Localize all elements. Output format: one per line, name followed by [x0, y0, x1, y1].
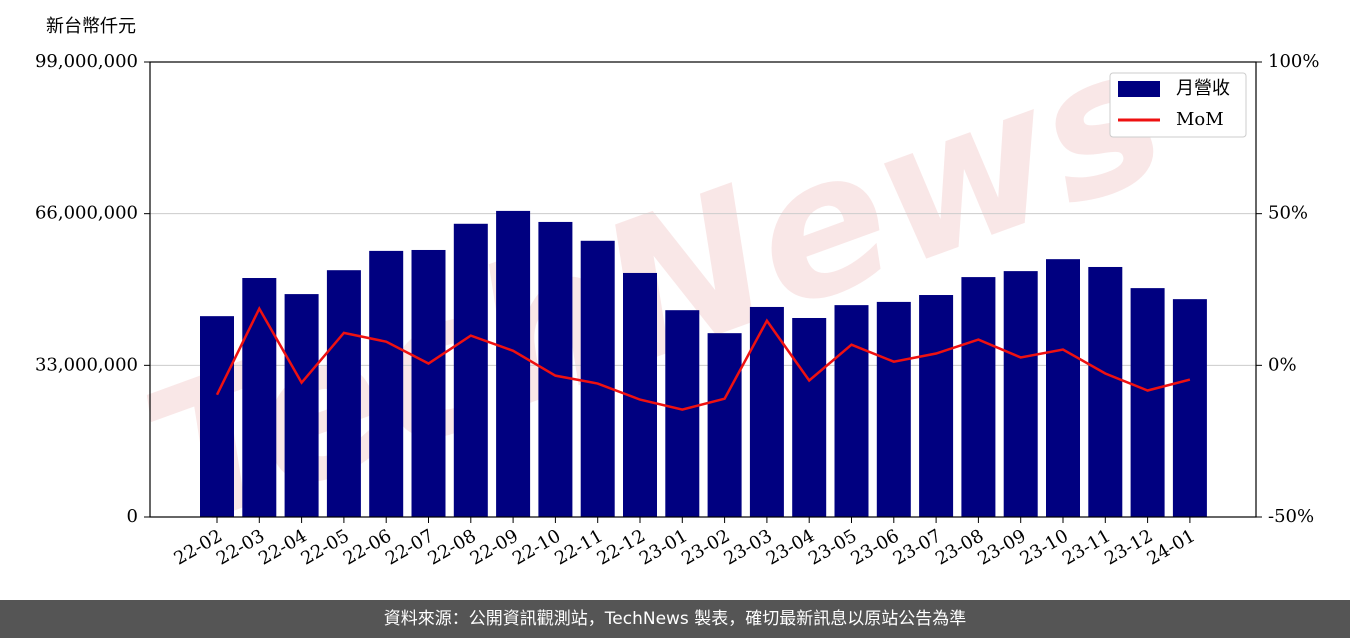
- bar: [496, 210, 531, 517]
- bar: [1003, 271, 1038, 517]
- bar: [1088, 266, 1123, 517]
- legend-label: 月營收: [1176, 78, 1230, 99]
- y-tick-label: 99,000,000: [35, 51, 138, 72]
- y2-tick-label: 50%: [1268, 203, 1308, 224]
- bar: [792, 317, 827, 517]
- bar: [200, 316, 234, 517]
- bar: [961, 277, 996, 517]
- bar: [1130, 288, 1165, 517]
- bar: [876, 301, 911, 517]
- bar: [1046, 259, 1080, 517]
- bar: [284, 294, 319, 517]
- y-axis-label: 新台幣仟元: [46, 16, 136, 37]
- bar: [707, 333, 742, 517]
- y2-tick-label: 0%: [1268, 354, 1297, 375]
- bar: [1172, 299, 1207, 517]
- y2-tick-label: -50%: [1268, 506, 1314, 527]
- bar: [665, 310, 700, 517]
- bar: [369, 250, 404, 518]
- bar: [242, 278, 277, 517]
- y-tick-label: 33,000,000: [35, 354, 138, 375]
- chart: 新台幣仟元 TechNews033,000,00066,000,00099,00…: [35, 3, 1320, 573]
- bar: [919, 295, 954, 517]
- legend: 月營收 MoM: [1109, 72, 1247, 138]
- y-tick-label: 0: [127, 506, 138, 527]
- legend-swatch: [1118, 81, 1160, 97]
- plot-frame: [149, 61, 1257, 518]
- bar: [326, 270, 361, 517]
- legend-label: MoM: [1176, 109, 1224, 130]
- bar: [411, 249, 446, 518]
- mom-line: [215, 305, 1191, 411]
- footer: 資料來源：公開資訊觀測站，TechNews 製表，確切最新訊息以原站公告為準: [0, 600, 1350, 638]
- y-tick-label: 66,000,000: [35, 203, 138, 224]
- x-tick-label: 24-01: [1143, 525, 1198, 569]
- bar: [834, 305, 869, 517]
- bar: [453, 223, 488, 517]
- y2-tick-label: 100%: [1268, 51, 1319, 72]
- bar: [580, 240, 615, 517]
